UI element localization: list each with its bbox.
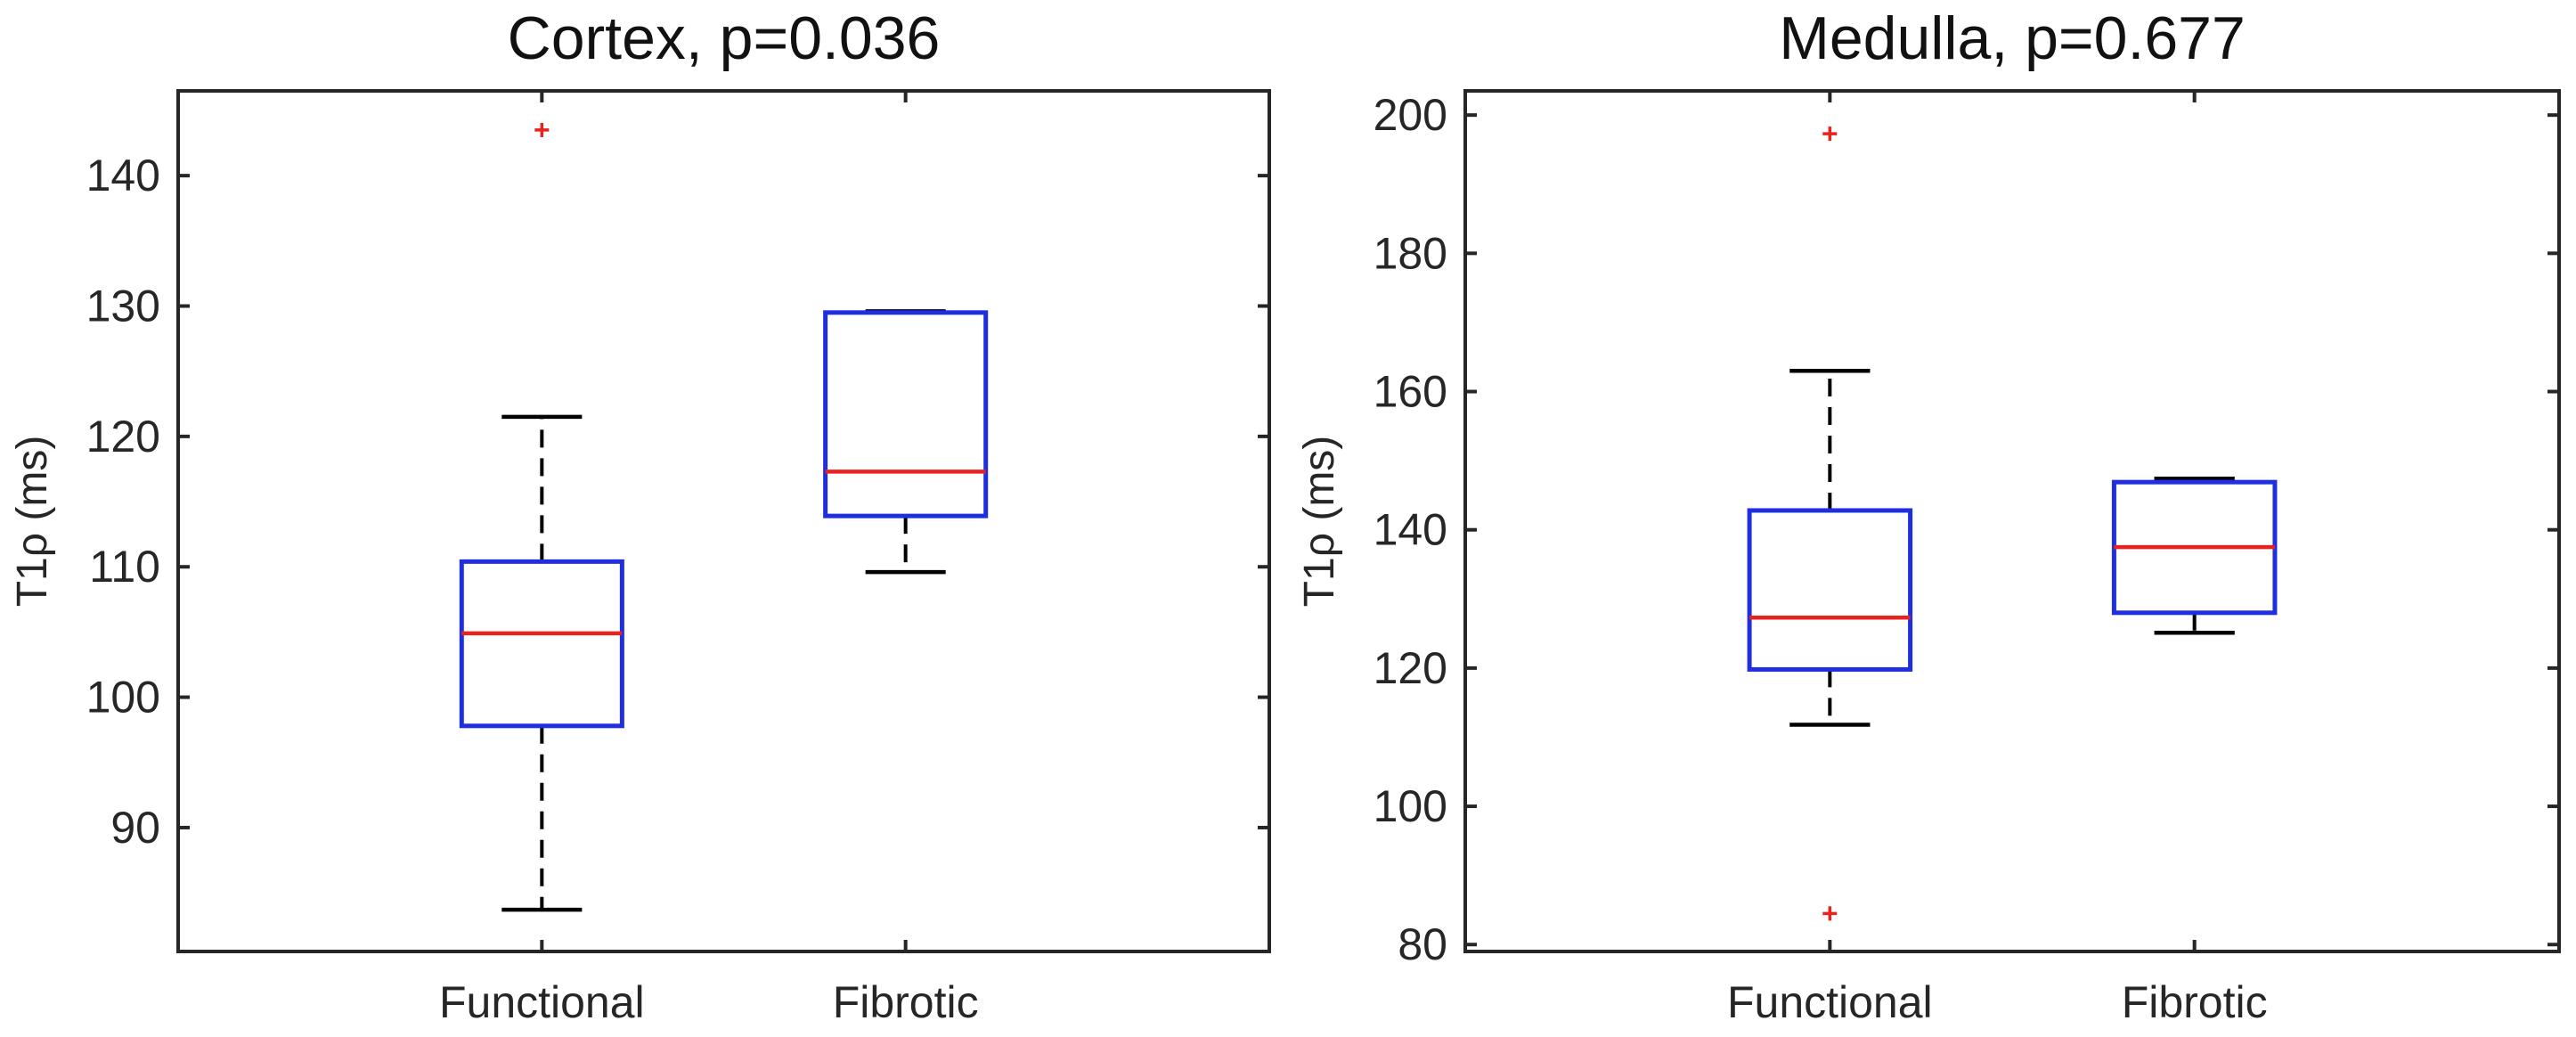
cortex-y-tick-label: 130 — [86, 282, 160, 331]
medulla-chart-title: Medulla, p=0.677 — [1779, 4, 2246, 72]
medulla-y-tick-label: 100 — [1374, 781, 1447, 831]
cortex-axes-frame — [176, 89, 1271, 953]
medulla-y-tick-label: 160 — [1374, 367, 1447, 417]
medulla-functional-outlier-marker — [1822, 127, 1838, 142]
cortex-x-tick-label: Functional — [439, 977, 645, 1027]
cortex-y-tick-label: 140 — [86, 151, 160, 200]
cortex-x-tick-label: Fibrotic — [833, 977, 979, 1027]
medulla-y-tick-label: 120 — [1374, 643, 1447, 693]
cortex-y-axis-label: T1ρ (ms) — [9, 436, 56, 608]
cortex-functional-box — [459, 559, 624, 729]
medulla-functional-box — [1747, 508, 1913, 672]
medulla-y-tick-label: 200 — [1374, 90, 1447, 140]
cortex-chart-title: Cortex, p=0.036 — [508, 4, 941, 72]
medulla-x-tick-label: Fibrotic — [2122, 977, 2268, 1027]
medulla-y-axis-label: T1ρ (ms) — [1296, 436, 1343, 608]
medulla-y-tick-label: 180 — [1374, 228, 1447, 278]
cortex-boxplot-panel: Cortex, p=0.036 T1ρ (ms) 90 100 110 120 130 140… — [9, 4, 1271, 1027]
cortex-y-tick-label: 100 — [86, 673, 160, 723]
medulla-boxplot-panel: Medulla, p=0.677 T1ρ (ms) 80 100 120 140 160 18… — [1296, 4, 2561, 1027]
cortex-fibrotic-box — [823, 310, 989, 518]
medulla-x-tick-label: Functional — [1727, 977, 1933, 1027]
medulla-y-tick-label: 80 — [1398, 919, 1447, 969]
medulla-axes-frame — [1463, 89, 2561, 953]
cortex-y-tick-label: 120 — [86, 412, 160, 461]
medulla-y-tick-label: 140 — [1374, 505, 1447, 555]
cortex-y-tick-label: 110 — [89, 542, 160, 592]
cortex-y-tick-label: 90 — [110, 803, 160, 853]
cortex-functional-outlier-marker — [534, 122, 550, 137]
medulla-functional-outlier-marker — [1822, 906, 1838, 921]
